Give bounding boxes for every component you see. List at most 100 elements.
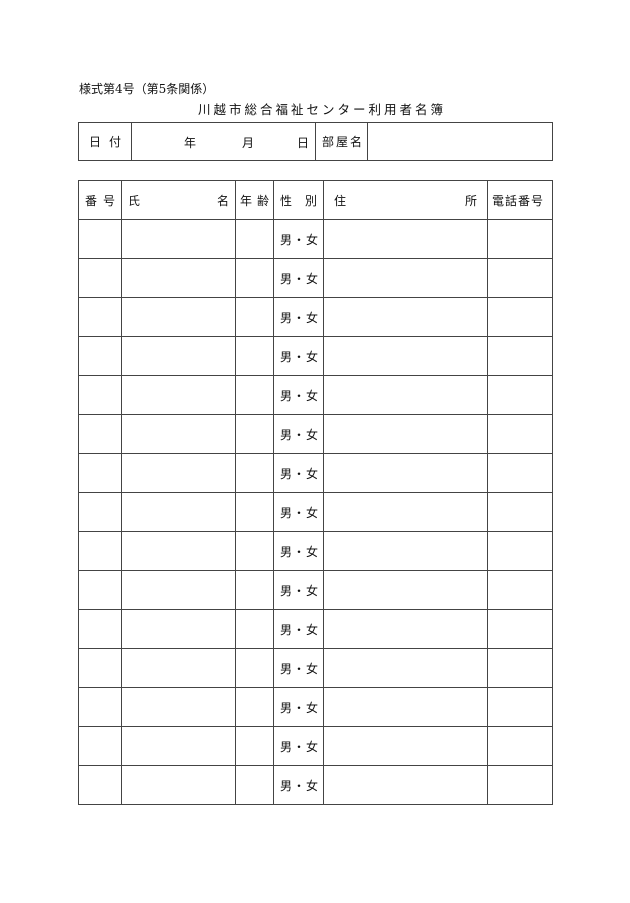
age-cell[interactable] [235, 570, 274, 610]
phone-cell[interactable] [487, 492, 553, 532]
number-cell[interactable] [78, 687, 122, 727]
number-cell[interactable] [78, 648, 122, 688]
number-cell[interactable] [78, 609, 122, 649]
address-cell[interactable] [323, 219, 488, 259]
age-cell[interactable] [235, 336, 274, 376]
name-cell[interactable] [121, 453, 236, 493]
name-cell[interactable] [121, 258, 236, 298]
age-cell[interactable] [235, 765, 274, 805]
age-cell[interactable] [235, 414, 274, 454]
name-cell[interactable] [121, 336, 236, 376]
sex-cell[interactable]: 男・女 [273, 765, 324, 805]
phone-cell[interactable] [487, 414, 553, 454]
name-cell[interactable] [121, 297, 236, 337]
table-row: 男・女 [78, 609, 553, 649]
sex-cell[interactable]: 男・女 [273, 609, 324, 649]
phone-cell[interactable] [487, 258, 553, 298]
date-field[interactable]: 年 月 日 [131, 122, 316, 161]
phone-cell[interactable] [487, 531, 553, 571]
address-cell[interactable] [323, 375, 488, 415]
age-cell[interactable] [235, 492, 274, 532]
number-cell[interactable] [78, 414, 122, 454]
sex-cell[interactable]: 男・女 [273, 258, 324, 298]
year-label: 年 [184, 135, 197, 150]
sex-cell[interactable]: 男・女 [273, 453, 324, 493]
number-cell[interactable] [78, 375, 122, 415]
header-address-2: 所 [464, 193, 477, 208]
phone-cell[interactable] [487, 297, 553, 337]
address-cell[interactable] [323, 336, 488, 376]
sex-cell[interactable]: 男・女 [273, 297, 324, 337]
number-cell[interactable] [78, 492, 122, 532]
sex-cell[interactable]: 男・女 [273, 414, 324, 454]
number-cell[interactable] [78, 726, 122, 766]
age-cell[interactable] [235, 531, 274, 571]
name-cell[interactable] [121, 765, 236, 805]
sex-cell[interactable]: 男・女 [273, 336, 324, 376]
address-cell[interactable] [323, 453, 488, 493]
sex-cell[interactable]: 男・女 [273, 726, 324, 766]
age-cell[interactable] [235, 375, 274, 415]
number-cell[interactable] [78, 570, 122, 610]
table-row: 男・女 [78, 531, 553, 571]
number-cell[interactable] [78, 297, 122, 337]
sex-cell[interactable]: 男・女 [273, 492, 324, 532]
age-cell[interactable] [235, 219, 274, 259]
phone-cell[interactable] [487, 336, 553, 376]
phone-cell[interactable] [487, 648, 553, 688]
number-cell[interactable] [78, 336, 122, 376]
address-cell[interactable] [323, 609, 488, 649]
age-cell[interactable] [235, 297, 274, 337]
name-cell[interactable] [121, 219, 236, 259]
name-cell[interactable] [121, 648, 236, 688]
phone-cell[interactable] [487, 453, 553, 493]
age-cell[interactable] [235, 687, 274, 727]
address-cell[interactable] [323, 648, 488, 688]
name-cell[interactable] [121, 492, 236, 532]
sex-cell[interactable]: 男・女 [273, 648, 324, 688]
sex-cell[interactable]: 男・女 [273, 570, 324, 610]
name-cell[interactable] [121, 726, 236, 766]
name-cell[interactable] [121, 609, 236, 649]
page-title: 川越市総合福祉センター利用者名簿 [197, 102, 446, 117]
address-cell[interactable] [323, 570, 488, 610]
name-cell[interactable] [121, 375, 236, 415]
phone-cell[interactable] [487, 687, 553, 727]
sex-cell[interactable]: 男・女 [273, 531, 324, 571]
phone-cell[interactable] [487, 375, 553, 415]
address-cell[interactable] [323, 531, 488, 571]
header-phone: 電話番号 [487, 180, 553, 220]
address-cell[interactable] [323, 297, 488, 337]
address-cell[interactable] [323, 687, 488, 727]
number-cell[interactable] [78, 453, 122, 493]
name-cell[interactable] [121, 687, 236, 727]
phone-cell[interactable] [487, 609, 553, 649]
address-cell[interactable] [323, 726, 488, 766]
name-cell[interactable] [121, 414, 236, 454]
address-cell[interactable] [323, 765, 488, 805]
number-cell[interactable] [78, 258, 122, 298]
sex-cell[interactable]: 男・女 [273, 375, 324, 415]
address-cell[interactable] [323, 414, 488, 454]
age-cell[interactable] [235, 453, 274, 493]
age-cell[interactable] [235, 258, 274, 298]
table-row: 男・女 [78, 648, 553, 688]
sex-cell[interactable]: 男・女 [273, 219, 324, 259]
age-cell[interactable] [235, 648, 274, 688]
name-cell[interactable] [121, 570, 236, 610]
sex-cell[interactable]: 男・女 [273, 687, 324, 727]
age-cell[interactable] [235, 609, 274, 649]
number-cell[interactable] [78, 531, 122, 571]
number-cell[interactable] [78, 765, 122, 805]
name-cell[interactable] [121, 531, 236, 571]
phone-cell[interactable] [487, 726, 553, 766]
phone-cell[interactable] [487, 765, 553, 805]
room-field[interactable] [367, 122, 553, 161]
address-cell[interactable] [323, 492, 488, 532]
number-cell[interactable] [78, 219, 122, 259]
date-label-2: 付 [108, 135, 121, 149]
phone-cell[interactable] [487, 570, 553, 610]
age-cell[interactable] [235, 726, 274, 766]
phone-cell[interactable] [487, 219, 553, 259]
address-cell[interactable] [323, 258, 488, 298]
